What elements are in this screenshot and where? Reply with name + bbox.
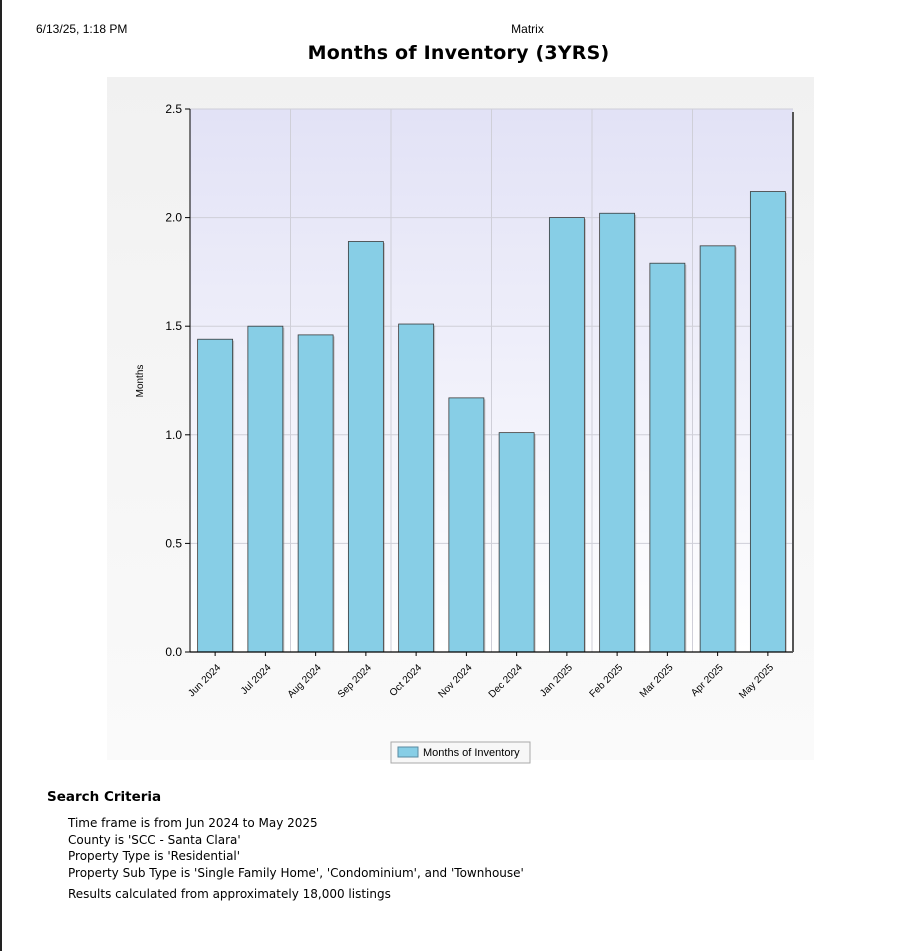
bar [498,432,535,653]
criteria-item: County is 'SCC - Santa Clara' [68,832,241,847]
bars [197,191,787,653]
y-tick-label: 1.0 [165,428,182,442]
bar [448,397,485,653]
chart-title: Months of Inventory (3YRS) [307,42,610,64]
app-name: Matrix [511,22,544,36]
legend-label: Months of Inventory [423,747,520,759]
bar [398,323,435,653]
legend: Months of Inventory [390,741,531,764]
criteria-heading: Search Criteria [47,789,162,805]
bar [297,334,334,653]
y-tick-label: 2.5 [165,102,182,116]
criteria-item: Property Sub Type is 'Single Family Home… [68,865,524,880]
criteria-list: Time frame is from Jun 2024 to May 2025 … [47,815,524,881]
bar [599,212,636,653]
legend-swatch [397,746,419,758]
bar [649,262,686,653]
bar [197,338,234,653]
bar [548,217,585,653]
bar [247,325,284,653]
y-tick-label: 1.5 [165,319,182,333]
y-axis-title: Months [135,365,146,398]
axes [185,108,794,656]
bar-chart: 0.00.51.01.52.02.5 Jun 2024 Jul 2024 Aug 2… [107,77,814,764]
page-left-border [0,0,2,951]
bar [347,241,384,653]
y-tick-label: 0.5 [165,536,182,550]
grid-lines [190,108,793,653]
y-tick-labels: 0.0 0.5 1.0 1.5 2.0 2.5 [165,102,182,659]
print-date: 6/13/25, 1:18 PM [36,22,128,36]
legend-box [390,741,531,764]
criteria-item: Property Type is 'Residential' [68,849,241,863]
y-tick-label: 2.0 [165,211,182,225]
bar [699,245,736,653]
criteria-footer: Results calculated from approximately 18… [68,887,391,901]
y-tick-label: 0.0 [165,645,182,659]
search-criteria: Search Criteria Time frame is from Jun 2… [47,789,524,901]
bar [749,191,786,653]
criteria-item: Time frame is from Jun 2024 to May 2025 [68,816,318,830]
